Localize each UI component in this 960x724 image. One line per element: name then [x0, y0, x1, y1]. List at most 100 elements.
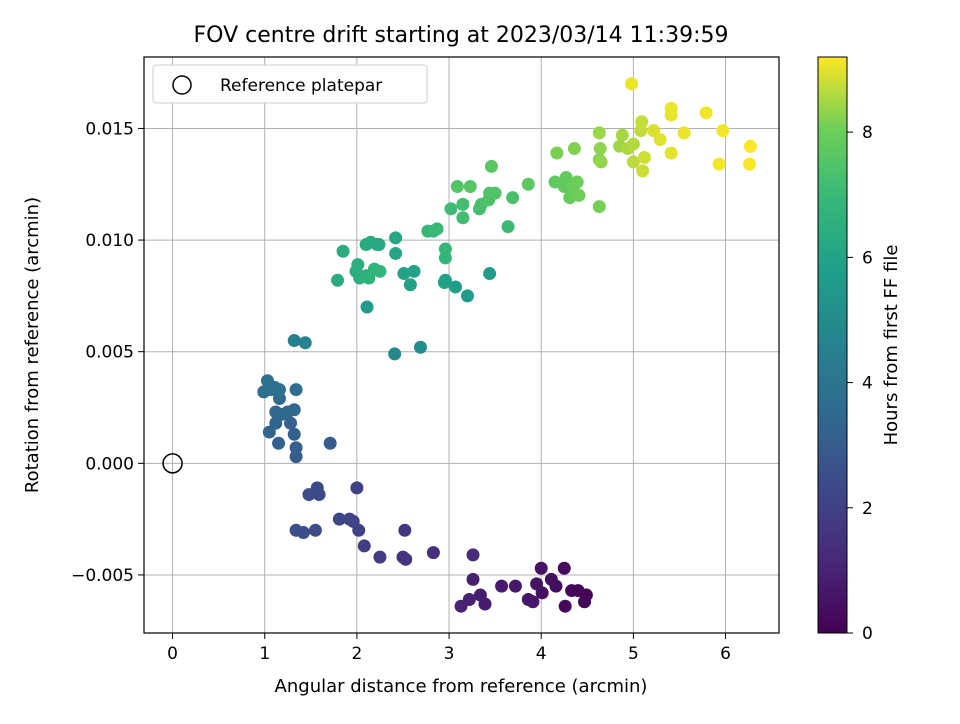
data-point	[269, 416, 283, 430]
x-tick-label: 6	[720, 644, 731, 664]
data-point	[272, 392, 286, 406]
x-tick-label: 1	[259, 644, 270, 664]
data-point	[389, 246, 403, 260]
data-point	[284, 416, 298, 430]
data-point	[501, 220, 515, 234]
colorbar-gradient	[817, 56, 848, 634]
x-tick-label: 0	[167, 644, 178, 664]
data-point	[388, 347, 402, 361]
data-point	[593, 142, 607, 156]
data-point	[743, 157, 757, 171]
data-point	[559, 171, 573, 185]
data-point	[592, 126, 606, 140]
data-point	[289, 450, 303, 464]
data-point	[331, 273, 345, 287]
x-tick-label: 3	[444, 644, 455, 664]
data-point	[332, 512, 346, 526]
data-point	[407, 264, 421, 278]
data-point	[570, 175, 584, 189]
colorbar: 0 2 4 6 8 Hours from first FF file	[817, 56, 902, 644]
data-point	[653, 133, 667, 147]
x-tick-label: 4	[536, 644, 547, 664]
data-point	[287, 334, 301, 348]
data-point	[488, 186, 502, 200]
colorbar-tick-label: 4	[862, 374, 873, 394]
x-axis-label: Angular distance from reference (arcmin)	[275, 676, 648, 697]
data-point	[359, 238, 373, 252]
data-point	[466, 548, 480, 562]
data-point	[289, 523, 303, 537]
data-point	[483, 267, 497, 281]
data-point	[594, 155, 608, 169]
data-point	[430, 222, 444, 236]
data-point	[454, 599, 468, 613]
data-point	[351, 258, 365, 272]
data-point	[572, 188, 586, 202]
data-point	[343, 512, 357, 526]
legend-box	[152, 64, 428, 104]
data-point	[289, 441, 303, 455]
data-point	[495, 579, 509, 593]
colorbar-label: Hours from first FF file	[881, 245, 902, 446]
data-point	[389, 231, 403, 245]
y-tick-label: −0.005	[71, 566, 134, 586]
data-point	[558, 599, 572, 613]
y-axis-label: Rotation from reference (arcmin)	[22, 197, 43, 493]
y-tick-label: 0.015	[85, 119, 134, 139]
data-point	[615, 128, 629, 142]
colorbar-tick-label: 0	[862, 624, 873, 644]
data-point	[460, 289, 474, 303]
data-point	[484, 159, 498, 173]
legend: Reference platepar	[152, 64, 428, 104]
data-points	[162, 77, 757, 613]
y-tick-label: 0.005	[85, 343, 134, 363]
data-point	[565, 584, 579, 598]
data-point	[699, 106, 713, 120]
x-axis: 0 1 2 3 4 5 6	[167, 633, 731, 664]
data-point	[287, 427, 301, 441]
data-point	[557, 561, 571, 575]
data-point	[437, 275, 451, 289]
data-point	[444, 202, 458, 216]
chart-title: FOV centre drift starting at 2023/03/14 …	[194, 23, 729, 48]
data-point	[567, 142, 581, 156]
data-point	[550, 146, 564, 160]
data-point	[308, 523, 322, 537]
data-point	[456, 211, 470, 225]
colorbar-tick-label: 2	[862, 499, 873, 519]
plot-frame	[143, 56, 780, 634]
data-point	[357, 539, 371, 553]
legend-entry-reference: Reference platepar	[220, 76, 382, 96]
data-point	[287, 403, 301, 417]
data-point	[636, 164, 650, 178]
data-point	[578, 595, 592, 609]
data-point	[664, 146, 678, 160]
data-point	[466, 572, 480, 586]
data-point	[456, 197, 470, 211]
data-point	[506, 191, 520, 205]
y-axis: −0.005 0.000 0.005 0.010 0.015	[71, 119, 144, 586]
data-point	[272, 436, 286, 450]
data-point	[635, 115, 649, 129]
data-point	[626, 155, 640, 169]
data-point	[413, 340, 427, 354]
data-point	[397, 267, 411, 281]
data-point	[530, 577, 544, 591]
data-point	[637, 150, 651, 164]
data-point	[664, 101, 678, 115]
data-point	[350, 481, 364, 495]
x-tick-label: 5	[628, 644, 639, 664]
grid	[144, 57, 779, 633]
data-point	[647, 124, 661, 138]
colorbar-tick-label: 6	[862, 248, 873, 268]
data-point	[438, 242, 452, 256]
data-point	[449, 280, 463, 294]
data-point	[289, 383, 303, 397]
data-point	[398, 523, 412, 537]
colorbar-tick-label: 8	[862, 123, 873, 143]
data-point	[336, 244, 350, 258]
data-point	[592, 200, 606, 214]
data-point	[716, 124, 730, 138]
x-tick-label: 2	[351, 644, 362, 664]
